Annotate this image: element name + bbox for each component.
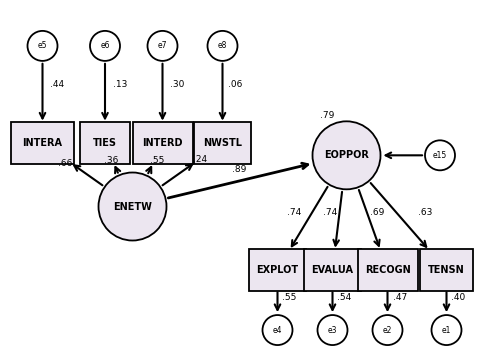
- Text: e15: e15: [433, 151, 447, 160]
- Ellipse shape: [318, 315, 348, 345]
- Text: INTERD: INTERD: [142, 138, 183, 148]
- Text: .55: .55: [282, 293, 296, 302]
- FancyBboxPatch shape: [132, 122, 192, 164]
- Text: .79: .79: [320, 111, 334, 120]
- FancyBboxPatch shape: [80, 122, 130, 164]
- Text: INTERA: INTERA: [22, 138, 62, 148]
- Text: .54: .54: [337, 293, 351, 302]
- Text: TIES: TIES: [93, 138, 117, 148]
- Text: e2: e2: [383, 325, 392, 335]
- Ellipse shape: [372, 315, 402, 345]
- Text: .89: .89: [232, 165, 246, 174]
- Text: e8: e8: [218, 41, 227, 50]
- Text: .66: .66: [58, 158, 72, 168]
- Text: TENSN: TENSN: [428, 265, 465, 275]
- Text: .69: .69: [370, 208, 384, 217]
- Ellipse shape: [432, 315, 462, 345]
- Ellipse shape: [148, 31, 178, 61]
- Text: .36: .36: [104, 156, 118, 165]
- FancyBboxPatch shape: [249, 249, 306, 291]
- FancyBboxPatch shape: [304, 249, 361, 291]
- Text: .47: .47: [393, 293, 407, 302]
- Text: .40: .40: [451, 293, 465, 302]
- Text: .06: .06: [228, 80, 242, 89]
- Ellipse shape: [425, 140, 455, 170]
- Text: .24: .24: [193, 155, 207, 164]
- Ellipse shape: [98, 173, 166, 240]
- FancyBboxPatch shape: [358, 249, 418, 291]
- Text: .44: .44: [50, 80, 64, 89]
- Text: e3: e3: [328, 325, 337, 335]
- Text: .30: .30: [170, 80, 184, 89]
- Text: e6: e6: [100, 41, 110, 50]
- Text: .74: .74: [287, 208, 301, 217]
- Text: EVALUA: EVALUA: [312, 265, 354, 275]
- Text: RECOGN: RECOGN: [364, 265, 410, 275]
- Ellipse shape: [90, 31, 120, 61]
- Text: NWSTL: NWSTL: [203, 138, 242, 148]
- FancyBboxPatch shape: [420, 249, 473, 291]
- Text: EXPLOT: EXPLOT: [256, 265, 298, 275]
- Ellipse shape: [28, 31, 58, 61]
- Text: .63: .63: [418, 208, 432, 217]
- Text: .13: .13: [113, 80, 127, 89]
- Text: .55: .55: [150, 156, 164, 165]
- Text: .74: .74: [324, 208, 338, 217]
- Ellipse shape: [262, 315, 292, 345]
- Text: EOPPOR: EOPPOR: [324, 150, 369, 160]
- Text: e4: e4: [273, 325, 282, 335]
- Ellipse shape: [312, 121, 380, 189]
- Text: e1: e1: [442, 325, 451, 335]
- FancyBboxPatch shape: [194, 122, 251, 164]
- FancyBboxPatch shape: [12, 122, 74, 164]
- Text: e7: e7: [158, 41, 167, 50]
- Text: ENETW: ENETW: [113, 202, 152, 211]
- Text: e5: e5: [38, 41, 47, 50]
- Ellipse shape: [208, 31, 238, 61]
